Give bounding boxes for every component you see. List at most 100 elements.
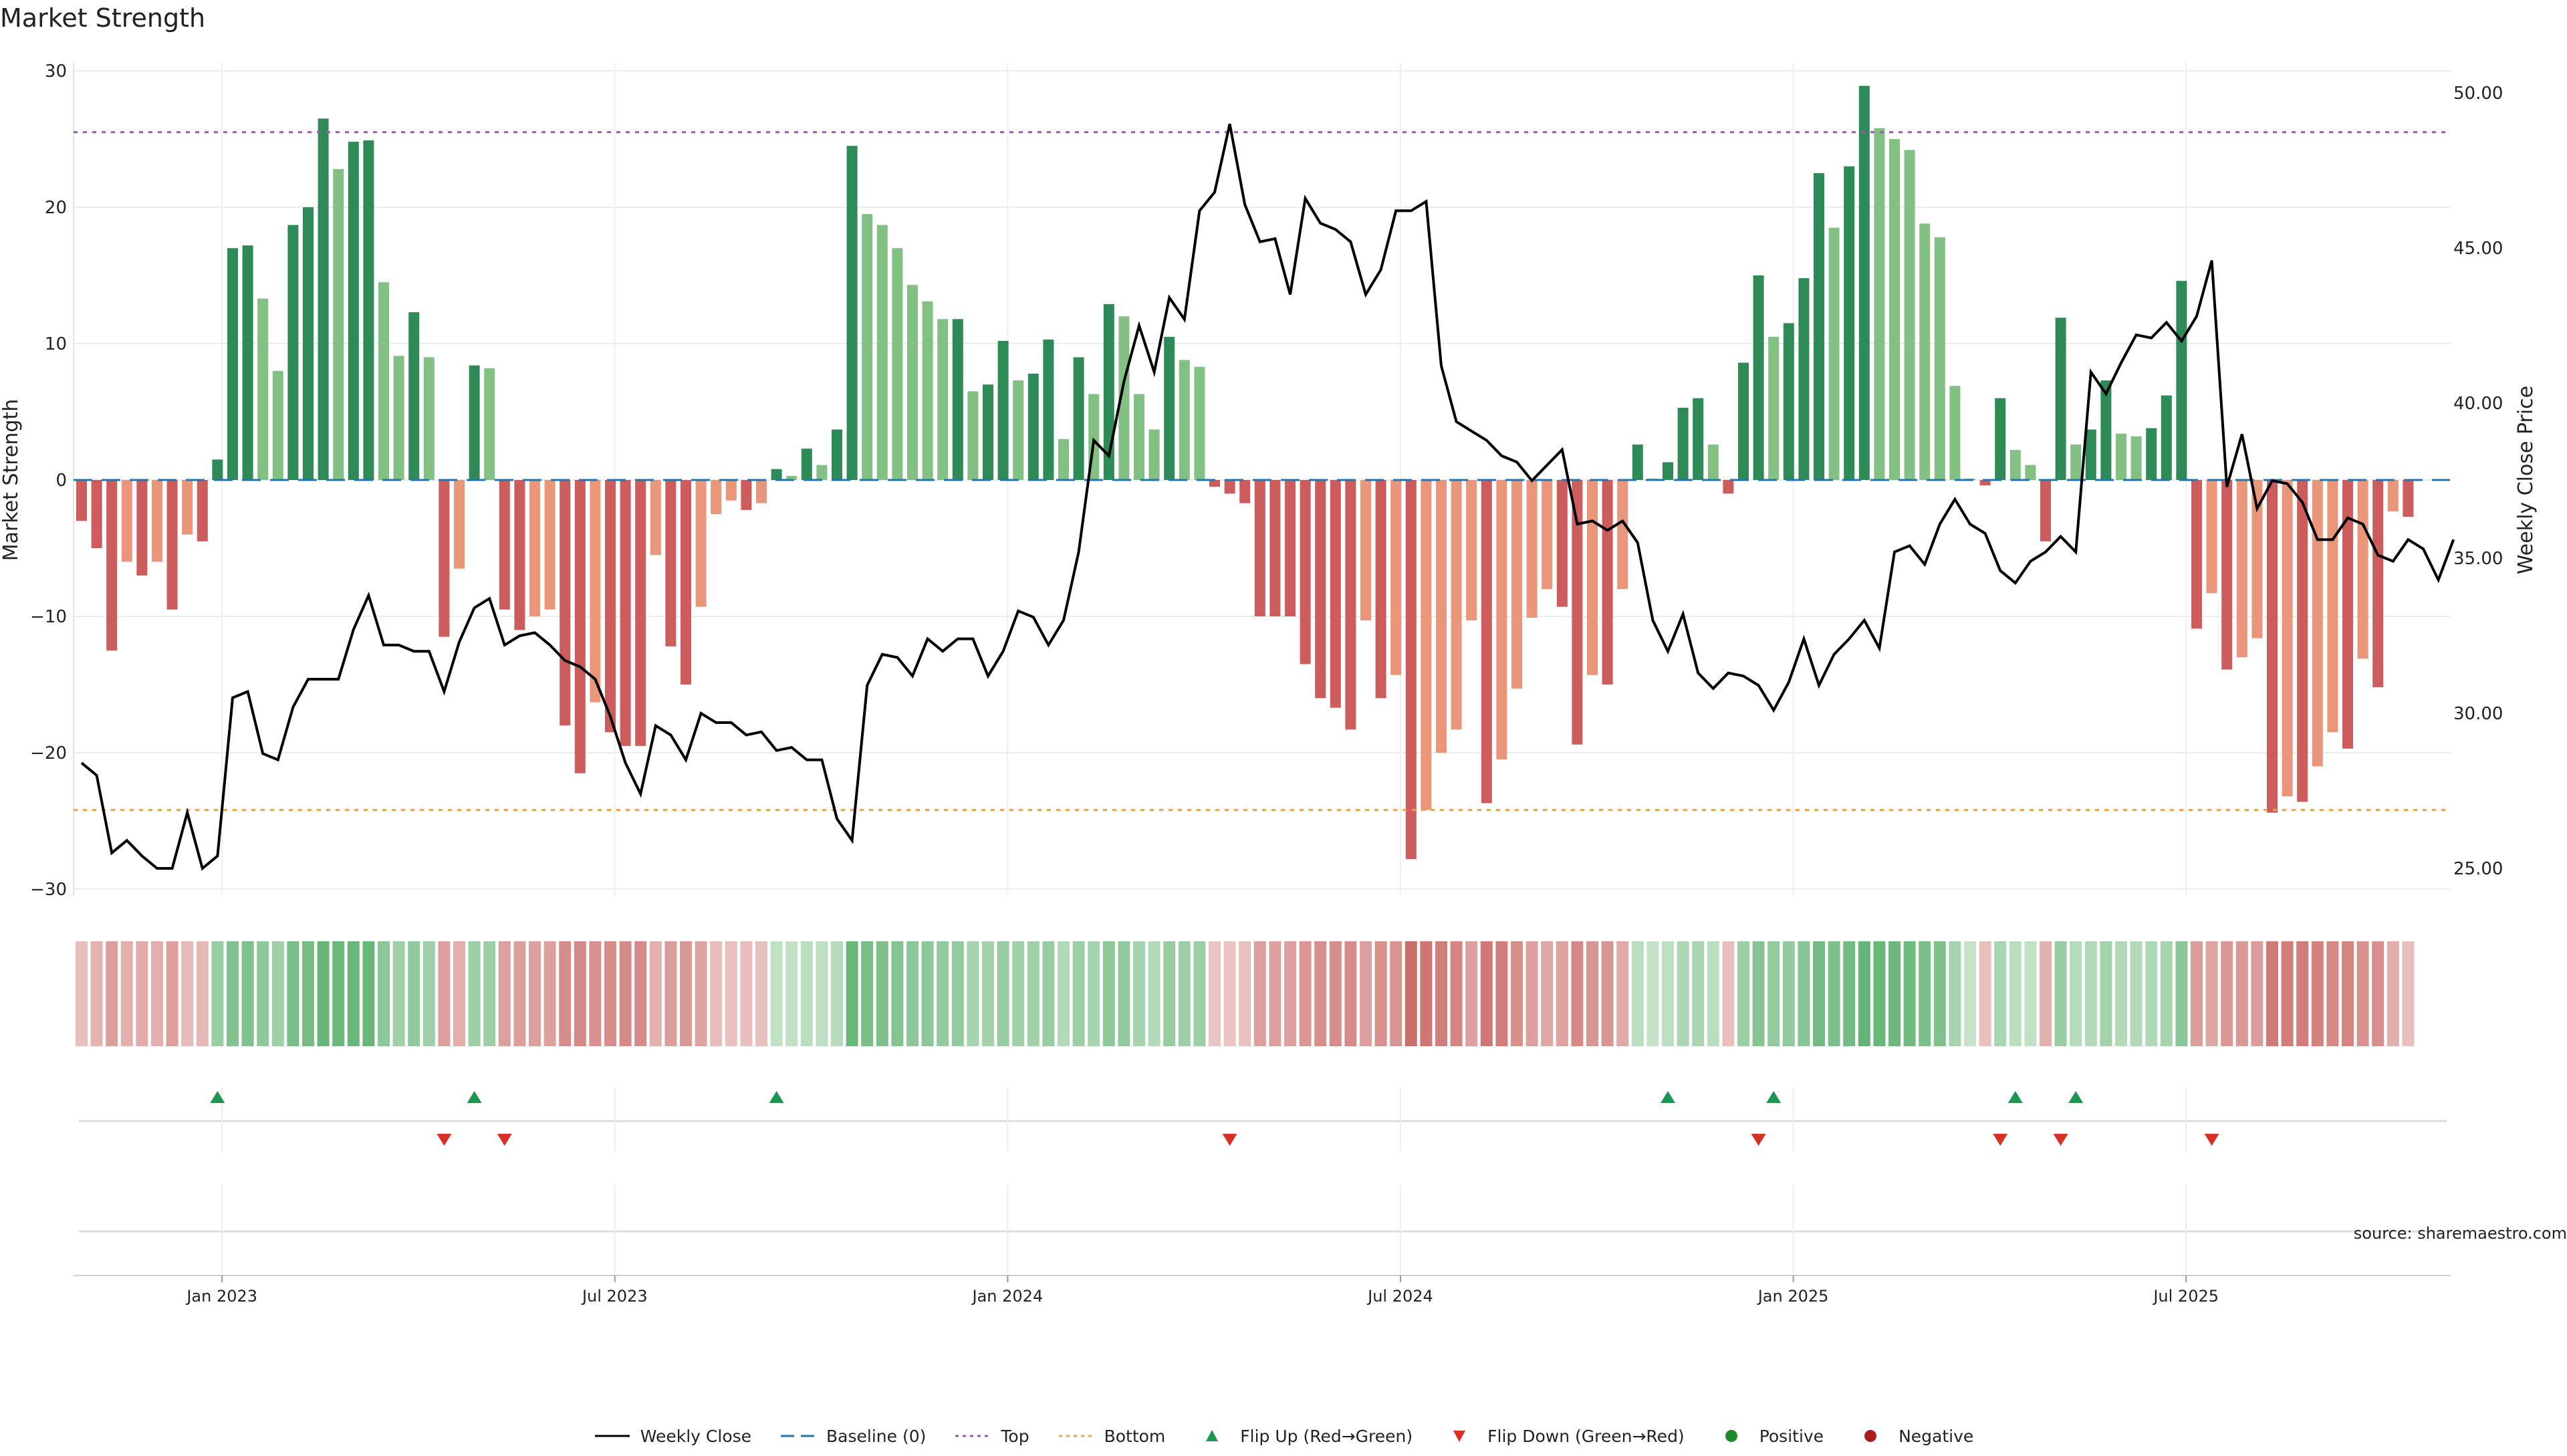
- right-tick-label: 45.00: [2453, 239, 2503, 259]
- legend-label: Negative: [1899, 1426, 1974, 1446]
- strength-bar: [1858, 86, 1870, 480]
- strength-bar: [2009, 450, 2021, 480]
- strength-bar: [2251, 480, 2263, 638]
- strip-cell: [483, 941, 496, 1046]
- strip-cell: [2054, 941, 2067, 1046]
- bottom-dotted-icon: [1058, 1435, 1094, 1437]
- strip-cell: [725, 941, 737, 1046]
- strip-cell: [2175, 941, 2188, 1046]
- strip-cell: [1888, 941, 1901, 1046]
- right-tick-label: 50.00: [2453, 84, 2503, 104]
- x-tick-label: Jan 2025: [1757, 1287, 1829, 1306]
- flip-up-marker: [1661, 1091, 1675, 1103]
- strength-bar: [1677, 407, 1689, 480]
- flip-down-marker: [1993, 1134, 2008, 1146]
- strength-bar: [1013, 380, 1024, 480]
- legend-bottom: Bottom: [1058, 1427, 1165, 1446]
- strip-cell: [1646, 941, 1659, 1046]
- left-tick-label: 0: [55, 471, 67, 491]
- strip-cell: [2311, 941, 2324, 1046]
- strip-cell: [1299, 941, 1312, 1046]
- strength-bar: [378, 282, 389, 480]
- strip-cell: [664, 941, 677, 1046]
- right-tick-label: 25.00: [2453, 859, 2503, 879]
- strip-cell: [1133, 941, 1145, 1046]
- strip-cell: [302, 941, 314, 1046]
- strength-bar: [952, 319, 963, 480]
- strength-bar: [1828, 227, 1840, 480]
- x-axis-ticks: Jan 2023 Jul 2023 Jan 2024 Jul 2024 Jan 2025…: [185, 1276, 2219, 1306]
- strip-cell: [106, 941, 118, 1046]
- strip-cell: [1163, 941, 1176, 1046]
- strength-bar: [1421, 480, 1432, 810]
- weekly-close-line: [80, 123, 2455, 871]
- flip-panel-grid: [221, 1087, 2187, 1151]
- strip-cell: [891, 941, 904, 1046]
- strength-bar: [242, 245, 253, 480]
- strip-cell: [468, 941, 481, 1046]
- strength-bar: [393, 356, 404, 480]
- left-tick-label: −30: [30, 880, 67, 900]
- strength-bar: [2025, 465, 2036, 480]
- x-tick-label: Jul 2024: [1366, 1287, 1433, 1306]
- strip-cell: [257, 941, 269, 1046]
- strength-bar: [2221, 480, 2233, 670]
- strength-bar: [2116, 433, 2126, 480]
- strength-bar: [1995, 398, 2006, 480]
- legend-label: Flip Down (Green→Red): [1487, 1426, 1685, 1446]
- strength-bar: [1904, 150, 1915, 480]
- strength-bar: [318, 118, 329, 480]
- strength-bar: [499, 480, 510, 610]
- legend-label: Top: [1001, 1426, 1029, 1446]
- strip-cell: [498, 941, 511, 1046]
- strip-cell: [1374, 941, 1387, 1046]
- strip-cell: [1209, 941, 1221, 1046]
- strip-cell: [408, 941, 420, 1046]
- strip-cell: [1767, 941, 1780, 1046]
- strength-bar: [1375, 480, 1386, 699]
- strip-cell: [347, 941, 360, 1046]
- strength-bar: [1330, 480, 1341, 708]
- left-y-axis-label: Market Strength: [0, 399, 23, 561]
- weekly-close-line-icon: [594, 1435, 630, 1437]
- strength-bar: [1723, 480, 1734, 494]
- flip-down-marker: [2204, 1134, 2219, 1146]
- strip-cell: [1239, 941, 1251, 1046]
- strength-bar: [1315, 480, 1326, 699]
- strip-cell: [2342, 941, 2354, 1046]
- flip-up-marker: [1766, 1091, 1782, 1103]
- strip-cell: [1813, 941, 1825, 1046]
- strip-cell: [1722, 941, 1735, 1046]
- strip-cell: [166, 941, 178, 1046]
- strip-cell: [1541, 941, 1554, 1046]
- strip-cell: [951, 941, 964, 1046]
- strength-bar: [1753, 275, 1764, 480]
- left-tick-label: 10: [45, 334, 67, 354]
- strength-bar: [287, 225, 299, 480]
- strip-cell: [1420, 941, 1433, 1046]
- x-tick-label: Jul 2025: [2152, 1287, 2219, 1306]
- strength-bar: [303, 207, 314, 480]
- strength-bar: [1134, 394, 1144, 480]
- flip-down-marker: [437, 1134, 452, 1146]
- left-y-ticks: 30 20 10 0 −10 −20 −30: [30, 62, 67, 900]
- strength-bar: [1300, 480, 1311, 664]
- strip-cell: [2160, 941, 2173, 1046]
- strip-cell: [2205, 941, 2218, 1046]
- strip-cell: [1329, 941, 1342, 1046]
- x-tick-label: Jan 2024: [971, 1287, 1044, 1306]
- strength-bar: [469, 365, 480, 480]
- strip-cell: [1601, 941, 1614, 1046]
- strip-cell: [1390, 941, 1402, 1046]
- strip-cell: [120, 941, 133, 1046]
- source-label: source: sharemaestro.com: [2354, 1224, 2567, 1243]
- strength-bar: [1194, 366, 1205, 480]
- strip-cell: [2296, 941, 2309, 1046]
- strength-bar: [892, 248, 903, 480]
- strength-bar: [2100, 380, 2112, 480]
- strength-bar: [560, 480, 571, 726]
- strength-bar: [832, 429, 842, 480]
- strength-bar: [937, 319, 949, 480]
- strip-cell: [861, 941, 874, 1046]
- strength-bar: [1844, 166, 1855, 481]
